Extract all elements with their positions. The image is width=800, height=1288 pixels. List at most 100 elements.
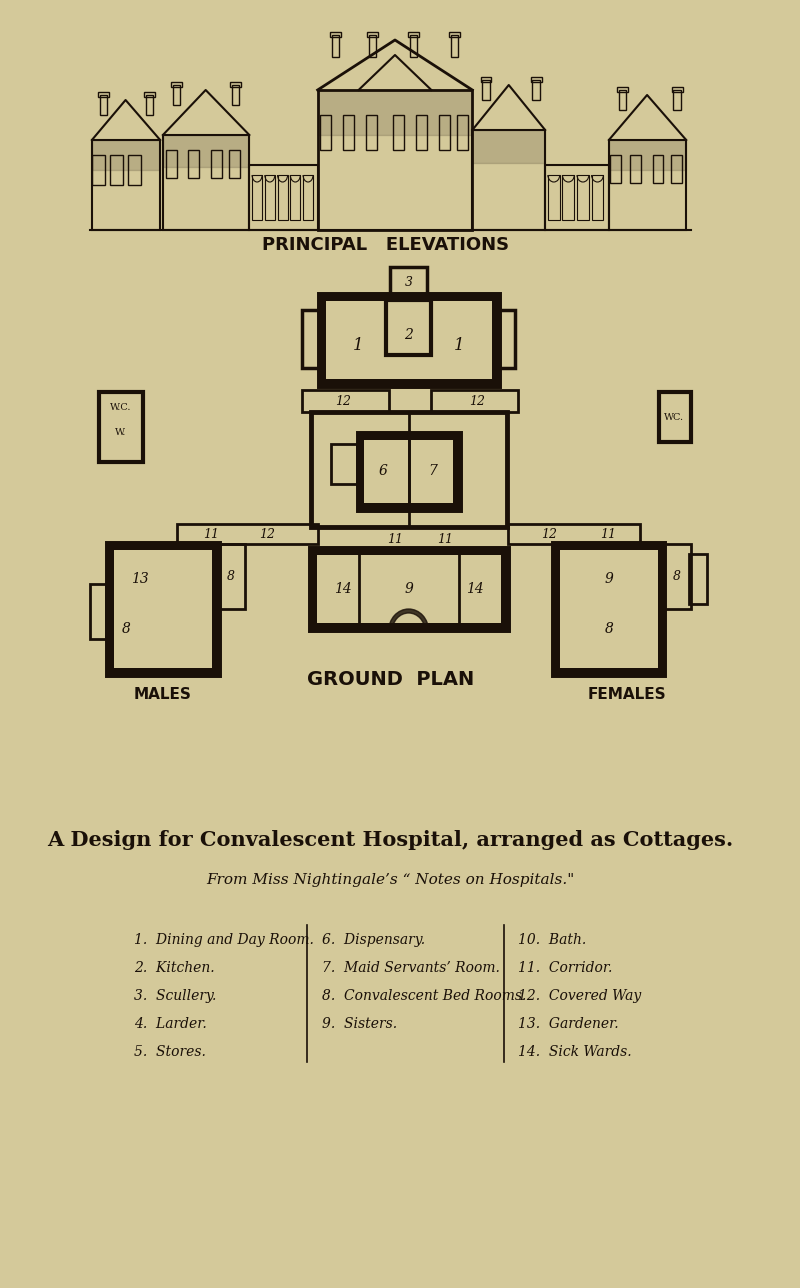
Bar [366, 32, 378, 37]
Bar [591, 175, 603, 220]
Bar [318, 90, 472, 231]
Bar [331, 444, 357, 484]
Bar [689, 554, 707, 604]
Bar [108, 544, 114, 674]
Bar [265, 175, 275, 220]
Bar [108, 668, 218, 674]
Bar [577, 175, 589, 220]
Text: WC.: WC. [664, 412, 685, 421]
Text: 7: 7 [429, 464, 438, 478]
Bar [508, 524, 640, 544]
Bar [320, 379, 498, 385]
Bar [609, 140, 686, 170]
Bar [311, 412, 507, 527]
Bar [454, 434, 458, 509]
Bar [108, 544, 218, 674]
Bar [554, 668, 663, 674]
Text: 6.  Dispensary.: 6. Dispensary. [322, 933, 426, 947]
Bar [320, 295, 498, 301]
Bar [410, 35, 417, 57]
Bar [332, 35, 339, 57]
Text: 12: 12 [541, 528, 557, 541]
Bar [252, 175, 262, 220]
Text: 8: 8 [673, 569, 681, 582]
Text: A Design for Convalescent Hospital, arranged as Cottages.: A Design for Convalescent Hospital, arra… [47, 829, 734, 850]
Text: 3.  Scullery.: 3. Scullery. [134, 989, 216, 1003]
Bar [177, 524, 318, 544]
Bar [663, 544, 690, 609]
Text: 12.  Covered Way: 12. Covered Way [518, 989, 641, 1003]
Bar [358, 434, 409, 509]
Bar [457, 115, 468, 149]
Text: 9: 9 [404, 582, 413, 596]
Bar [230, 149, 240, 178]
Bar [311, 549, 507, 555]
Text: 10.  Bath.: 10. Bath. [518, 933, 586, 947]
Text: 8: 8 [122, 622, 131, 636]
Bar [502, 549, 507, 629]
Bar [653, 155, 663, 183]
Bar [311, 549, 317, 629]
Bar [278, 175, 287, 220]
Text: 11.  Corridor.: 11. Corridor. [518, 961, 612, 975]
Bar [449, 32, 460, 37]
Bar [369, 35, 376, 57]
Bar [302, 390, 389, 412]
Text: 8: 8 [605, 622, 614, 636]
Bar [98, 91, 109, 97]
Bar [554, 544, 663, 674]
Text: 14.  Sick Wards.: 14. Sick Wards. [518, 1045, 631, 1059]
Bar [173, 85, 180, 106]
Bar [90, 583, 106, 639]
Text: 1: 1 [454, 336, 464, 353]
Bar [320, 295, 498, 385]
Bar [290, 175, 300, 220]
Text: From Miss Nightingale’s “ Notes on Hospitals.": From Miss Nightingale’s “ Notes on Hospi… [206, 873, 574, 887]
Bar [610, 155, 621, 183]
Text: 2.  Kitchen.: 2. Kitchen. [134, 961, 214, 975]
Bar [492, 295, 498, 385]
Text: W.C.: W.C. [110, 403, 132, 411]
Text: 13.  Gardener.: 13. Gardener. [518, 1018, 618, 1030]
Text: 12: 12 [259, 528, 275, 541]
Text: 9.  Sisters.: 9. Sisters. [322, 1018, 398, 1030]
Bar [303, 175, 313, 220]
Text: 11: 11 [437, 532, 453, 546]
Text: 8: 8 [227, 569, 235, 582]
Bar [431, 390, 518, 412]
Text: 12: 12 [469, 394, 485, 407]
Bar [211, 149, 222, 178]
Bar [100, 95, 107, 115]
Bar [110, 155, 123, 185]
Bar [311, 623, 507, 629]
Bar [408, 32, 418, 37]
Bar [554, 544, 560, 674]
Bar [302, 310, 320, 368]
Bar [232, 85, 239, 106]
Bar [554, 544, 663, 550]
Bar [188, 149, 199, 178]
Text: MALES: MALES [134, 687, 192, 702]
Bar [416, 115, 427, 149]
Bar [482, 80, 490, 100]
Text: GROUND  PLAN: GROUND PLAN [307, 670, 474, 689]
Text: 1: 1 [354, 336, 364, 353]
Bar [99, 392, 143, 462]
Text: 14: 14 [334, 582, 352, 596]
Text: 11: 11 [387, 532, 403, 546]
Text: 13: 13 [131, 572, 149, 586]
Bar [619, 90, 626, 109]
Text: 11: 11 [203, 528, 219, 541]
Bar [92, 140, 160, 231]
Bar [166, 149, 177, 178]
Bar [674, 90, 681, 109]
Bar [358, 434, 458, 440]
Bar [92, 155, 105, 185]
Bar [144, 91, 154, 97]
Bar [146, 95, 153, 115]
Bar [108, 544, 218, 550]
Text: 6: 6 [378, 464, 387, 478]
Bar [533, 80, 540, 100]
Bar [472, 130, 545, 164]
Text: 5.  Stores.: 5. Stores. [134, 1045, 206, 1059]
